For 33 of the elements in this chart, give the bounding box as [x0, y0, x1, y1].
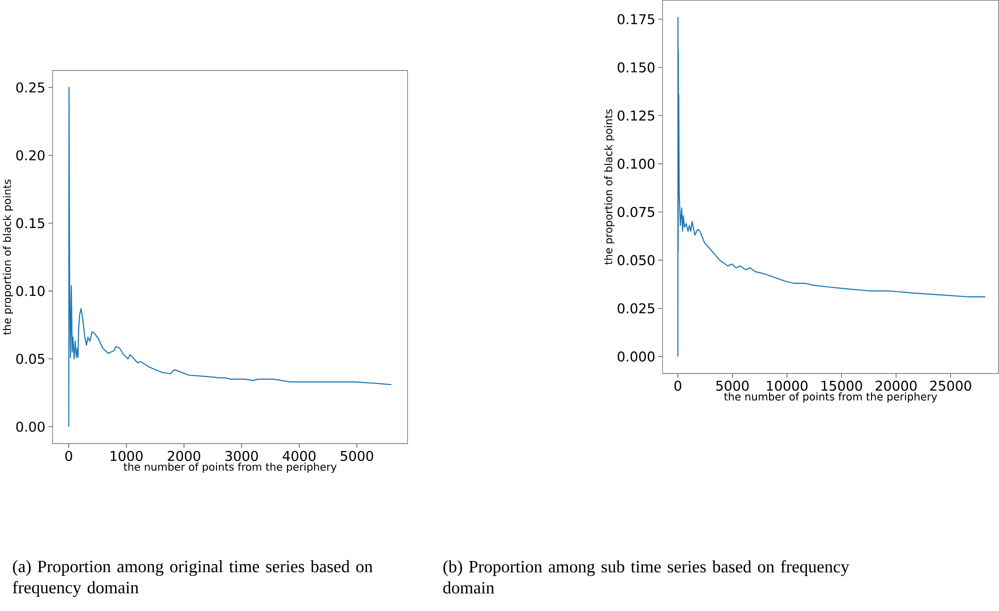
y-axis-title: the proportion of black points: [2, 180, 14, 335]
line-series: [677, 16, 986, 358]
x-tick-label: 2000: [168, 451, 200, 462]
y-tick-label: 0.150: [618, 62, 654, 73]
x-axis-title: the number of points from the periphery: [124, 462, 337, 474]
y-tick-label: 0.000: [618, 352, 654, 362]
y-tick-label: 0.00: [16, 422, 45, 432]
x-tick-label: 0: [674, 380, 682, 392]
y-tick-label: 0.125: [618, 110, 654, 121]
x-tick-label: 25000: [930, 380, 972, 392]
y-axis-title: the proportion of black points: [604, 110, 614, 265]
y-tick-label: 0.10: [16, 286, 45, 296]
y-tick-label: 0.05: [16, 354, 44, 364]
x-tick-label: 5000: [340, 451, 374, 462]
x-tick-label: 10000: [767, 380, 808, 392]
y-tick-label: 0.100: [618, 158, 654, 170]
x-tick-label: 15000: [822, 380, 862, 392]
y-tick-label: 0.15: [16, 218, 44, 228]
y-tick-label: 0.050: [618, 255, 654, 266]
x-tick-label: 4000: [282, 451, 316, 462]
x-tick-label: 1000: [110, 451, 143, 462]
x-tick-label: 0: [65, 451, 72, 462]
x-tick-label: 5000: [716, 380, 749, 392]
y-tick-label: 0.175: [618, 14, 654, 25]
y-tick-label: 0.25: [16, 82, 44, 93]
text: (a) Proportion among original time series based on frequency domain: [12, 560, 373, 598]
text: (b) Proportion among sub time series based on frequency domain: [443, 560, 850, 594]
x-tick-label: 3000: [226, 451, 258, 462]
y-tick-label: 0.20: [16, 150, 45, 161]
y-tick-label: 0.075: [618, 207, 654, 218]
x-axis-title: the number of points from the periphery: [724, 392, 938, 403]
y-tick-label: 0.025: [618, 303, 654, 314]
x-tick-label: 20000: [876, 380, 917, 392]
